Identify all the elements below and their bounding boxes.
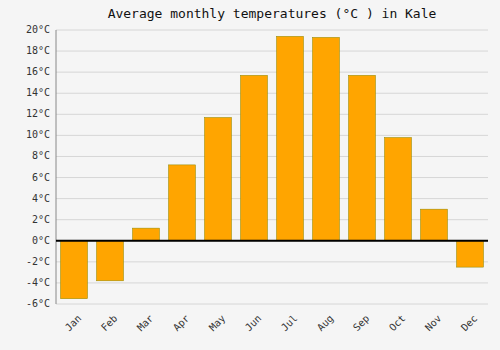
y-tick-label: -6°C — [26, 298, 50, 309]
y-tick-label: 0°C — [32, 235, 50, 246]
x-tick-label: Dec — [459, 313, 480, 334]
bar — [241, 75, 268, 240]
y-tick-label: 20°C — [26, 24, 50, 35]
y-tick-label: -4°C — [26, 277, 50, 288]
x-tick-label: May — [207, 313, 228, 334]
bar — [169, 165, 196, 241]
y-tick-label: 8°C — [32, 150, 50, 161]
grid-line — [56, 240, 488, 241]
bar — [133, 228, 160, 241]
grid-line — [56, 51, 488, 52]
grid-line — [56, 282, 488, 283]
title: Average monthly temperatures (°C ) in Ka… — [108, 6, 437, 21]
y-tick-label: 10°C — [26, 129, 50, 140]
grid-line — [56, 93, 488, 94]
page: {"chart_data": {"type": "bar", "title": … — [0, 0, 500, 350]
grid-line — [56, 72, 488, 73]
y-tick-label: 12°C — [26, 108, 50, 119]
grid-line — [56, 198, 488, 199]
x-tick-label: Sep — [351, 313, 372, 334]
bar — [457, 241, 484, 267]
grid-line — [56, 114, 488, 115]
zero-line — [56, 240, 488, 242]
y-tick-label: 14°C — [26, 87, 50, 98]
grid — [56, 30, 488, 304]
x-tick-label: Apr — [171, 313, 192, 334]
x-tick-label: Jan — [63, 313, 84, 334]
bar — [421, 209, 448, 241]
bar — [277, 36, 304, 240]
x-tick-label: Feb — [99, 313, 120, 334]
bar — [205, 117, 232, 240]
x-tick-label: Oct — [387, 313, 408, 334]
bar — [97, 241, 124, 281]
grid-line — [56, 30, 488, 31]
y-tick-label: 16°C — [26, 66, 50, 77]
grid-line — [56, 177, 488, 178]
grid-line — [56, 304, 488, 305]
x-tick-label: Jun — [243, 313, 264, 334]
y-tick-label: 4°C — [32, 193, 50, 204]
grid-line — [56, 156, 488, 157]
y-tick-label: 2°C — [32, 214, 50, 225]
grid-line — [56, 135, 488, 136]
y-axis-line — [56, 30, 57, 304]
y-axis: -6°C -4°C -2°C 0°C 2°C 4°C 6°C 8°C 10°C 12°C 14°C 1… — [26, 24, 56, 309]
x-tick-label: Nov — [423, 313, 444, 334]
x-axis: Jan Feb Mar Apr May Jun Jul Aug Sep Oct Nov Dec — [63, 313, 480, 334]
y-tick-label: 18°C — [26, 45, 50, 56]
bar — [385, 137, 412, 240]
x-tick-label: Aug — [315, 313, 336, 334]
bar — [61, 241, 88, 299]
x-tick-label: Jul — [279, 313, 300, 334]
x-tick-label: Mar — [135, 313, 156, 334]
chart: -6°C -4°C -2°C 0°C 2°C 4°C 6°C 8°C 10°C 12°C 14°C 1… — [0, 0, 500, 350]
y-tick-label: -2°C — [26, 256, 50, 267]
y-tick-label: 6°C — [32, 172, 50, 183]
bar — [349, 75, 376, 240]
bar — [313, 37, 340, 240]
bars — [61, 36, 484, 298]
